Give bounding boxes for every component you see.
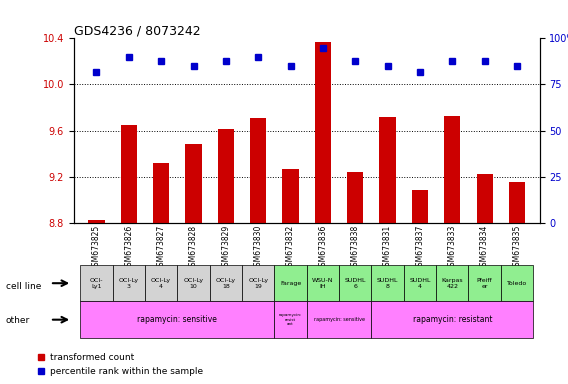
FancyBboxPatch shape bbox=[145, 265, 177, 301]
Text: GSM673831: GSM673831 bbox=[383, 225, 392, 271]
Text: GSM673835: GSM673835 bbox=[512, 225, 521, 271]
FancyBboxPatch shape bbox=[307, 301, 371, 338]
FancyBboxPatch shape bbox=[339, 265, 371, 301]
Text: GSM673833: GSM673833 bbox=[448, 225, 457, 271]
Text: Pfeiff
er: Pfeiff er bbox=[477, 278, 492, 289]
Text: SUDHL
8: SUDHL 8 bbox=[377, 278, 398, 289]
Bar bbox=[153, 163, 169, 223]
Text: other: other bbox=[6, 316, 30, 325]
Text: SUDHL
4: SUDHL 4 bbox=[409, 278, 431, 289]
Text: GSM673834: GSM673834 bbox=[480, 225, 489, 271]
FancyBboxPatch shape bbox=[112, 265, 145, 301]
Text: GDS4236 / 8073242: GDS4236 / 8073242 bbox=[74, 24, 201, 37]
Bar bbox=[315, 42, 331, 223]
Legend: transformed count, percentile rank within the sample: transformed count, percentile rank withi… bbox=[33, 350, 207, 379]
Text: OCI-Ly
4: OCI-Ly 4 bbox=[151, 278, 171, 289]
Text: rapamycin: resistant: rapamycin: resistant bbox=[412, 315, 492, 324]
Bar bbox=[250, 118, 266, 223]
FancyBboxPatch shape bbox=[177, 265, 210, 301]
Bar bbox=[121, 125, 137, 223]
FancyBboxPatch shape bbox=[436, 265, 469, 301]
FancyBboxPatch shape bbox=[210, 265, 242, 301]
FancyBboxPatch shape bbox=[371, 265, 404, 301]
FancyBboxPatch shape bbox=[307, 265, 339, 301]
Text: WSU-N
IH: WSU-N IH bbox=[312, 278, 333, 289]
Text: Karpas
422: Karpas 422 bbox=[441, 278, 463, 289]
Bar bbox=[412, 190, 428, 223]
Bar bbox=[379, 117, 396, 223]
Text: rapamycin: sensitive: rapamycin: sensitive bbox=[314, 317, 365, 322]
Bar bbox=[218, 129, 234, 223]
Text: GSM673829: GSM673829 bbox=[222, 225, 231, 271]
Text: GSM673826: GSM673826 bbox=[124, 225, 133, 271]
Text: GSM673825: GSM673825 bbox=[92, 225, 101, 271]
FancyBboxPatch shape bbox=[371, 301, 533, 338]
Bar bbox=[185, 144, 202, 223]
Text: Toledo: Toledo bbox=[507, 281, 527, 286]
Bar bbox=[282, 169, 299, 223]
FancyBboxPatch shape bbox=[80, 301, 274, 338]
FancyBboxPatch shape bbox=[404, 265, 436, 301]
Text: GSM673838: GSM673838 bbox=[350, 225, 360, 271]
FancyBboxPatch shape bbox=[501, 265, 533, 301]
Text: GSM673828: GSM673828 bbox=[189, 225, 198, 271]
FancyBboxPatch shape bbox=[274, 301, 307, 338]
FancyBboxPatch shape bbox=[80, 265, 112, 301]
Text: OCI-Ly
18: OCI-Ly 18 bbox=[216, 278, 236, 289]
Bar bbox=[347, 172, 364, 223]
Text: Farage: Farage bbox=[280, 281, 301, 286]
Text: GSM673837: GSM673837 bbox=[415, 225, 424, 271]
Bar bbox=[444, 116, 460, 223]
Bar bbox=[89, 220, 105, 223]
FancyBboxPatch shape bbox=[242, 265, 274, 301]
Bar bbox=[509, 182, 525, 223]
Text: SUDHL
6: SUDHL 6 bbox=[344, 278, 366, 289]
Text: cell line: cell line bbox=[6, 281, 41, 291]
Text: GSM673830: GSM673830 bbox=[254, 225, 263, 271]
Text: rapamycin: sensitive: rapamycin: sensitive bbox=[137, 315, 218, 324]
Text: rapamycin:
resist
ant: rapamycin: resist ant bbox=[279, 313, 302, 326]
FancyBboxPatch shape bbox=[274, 265, 307, 301]
Text: GSM673836: GSM673836 bbox=[319, 225, 327, 271]
Text: GSM673827: GSM673827 bbox=[157, 225, 166, 271]
Text: OCI-
Ly1: OCI- Ly1 bbox=[90, 278, 103, 289]
Text: GSM673832: GSM673832 bbox=[286, 225, 295, 271]
Text: OCI-Ly
3: OCI-Ly 3 bbox=[119, 278, 139, 289]
Bar bbox=[477, 174, 492, 223]
Text: OCI-Ly
19: OCI-Ly 19 bbox=[248, 278, 268, 289]
Text: OCI-Ly
10: OCI-Ly 10 bbox=[183, 278, 203, 289]
FancyBboxPatch shape bbox=[469, 265, 501, 301]
